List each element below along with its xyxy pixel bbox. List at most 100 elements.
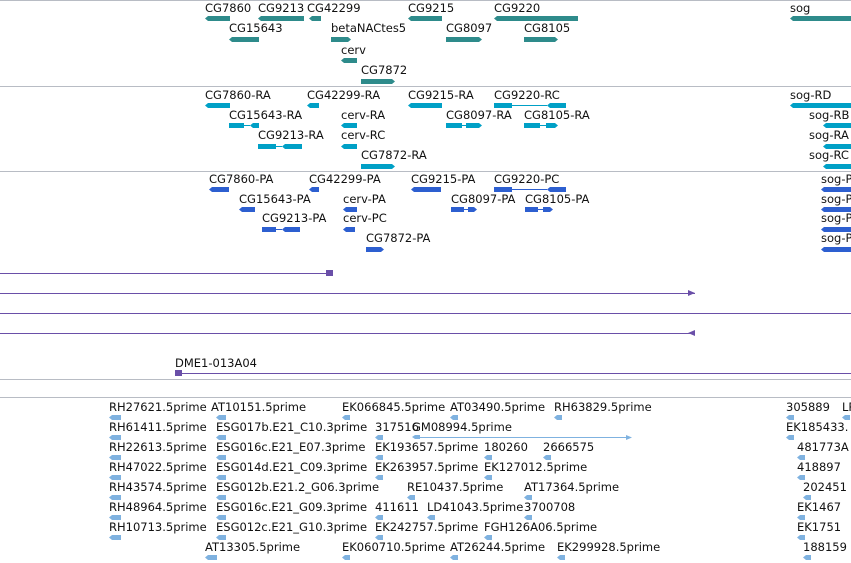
feature-label[interactable]: sog-PD [821, 172, 851, 186]
feature-bar[interactable] [375, 455, 383, 460]
clone-label[interactable]: DME1-013A04 [175, 356, 257, 370]
feature-label[interactable]: CG8097 [446, 21, 493, 35]
feature-bar[interactable] [821, 227, 851, 232]
est-label[interactable]: LD41043.5prime [427, 500, 524, 514]
feature-bar[interactable] [262, 227, 276, 232]
est-label[interactable]: LP [842, 400, 851, 414]
feature-label[interactable]: betaNACtes5 [331, 21, 407, 35]
feature-bar[interactable] [412, 435, 420, 439]
est-label[interactable]: EK1751 [797, 520, 842, 534]
feature-bar[interactable] [524, 515, 532, 520]
feature-label[interactable]: CG8105-RA [524, 108, 590, 122]
est-label[interactable]: FGH126A06.5prime [484, 520, 598, 534]
feature-bar[interactable] [205, 555, 217, 560]
feature-bar[interactable] [450, 555, 458, 560]
feature-bar[interactable] [343, 207, 357, 212]
feature-bar[interactable] [209, 187, 229, 192]
feature-bar[interactable] [216, 435, 226, 440]
est-label[interactable]: 317516 [375, 420, 419, 434]
feature-bar[interactable] [786, 415, 794, 420]
feature-bar[interactable] [361, 79, 395, 84]
feature-label[interactable]: sog-RC [809, 148, 849, 162]
est-label[interactable]: ESG012c.E21_G10.3prime [216, 520, 368, 534]
est-label[interactable]: 202451 [803, 480, 847, 494]
feature-label[interactable]: cerv-PC [343, 211, 387, 225]
feature-bar[interactable] [484, 475, 492, 480]
feature-bar[interactable] [823, 123, 851, 128]
feature-bar[interactable] [797, 455, 805, 460]
feature-bar[interactable] [803, 495, 811, 500]
feature-bar[interactable] [216, 455, 226, 460]
feature-label[interactable]: CG7860 [205, 1, 252, 15]
feature-bar[interactable] [494, 187, 512, 192]
est-label[interactable]: AT17364.5prime [524, 480, 620, 494]
feature-label[interactable]: CG9215 [408, 1, 455, 15]
feature-bar[interactable] [823, 164, 851, 169]
feature-label[interactable]: sog [790, 1, 811, 15]
feature-bar[interactable] [341, 58, 357, 63]
feature-bar[interactable] [250, 123, 259, 128]
feature-bar[interactable] [216, 535, 226, 540]
feature-bar[interactable] [407, 495, 415, 500]
feature-bar[interactable] [216, 495, 226, 500]
feature-bar[interactable] [842, 415, 850, 420]
est-label[interactable]: AT10151.5prime [211, 400, 307, 414]
feature-bar[interactable] [342, 555, 350, 560]
feature-bar[interactable] [341, 123, 357, 128]
feature-label[interactable]: sog-PB [821, 192, 851, 206]
feature-label[interactable]: CG9220 [494, 1, 541, 15]
feature-bar[interactable] [109, 475, 121, 480]
feature-bar[interactable] [547, 187, 566, 192]
est-label[interactable]: 411611 [375, 500, 419, 514]
clone-line[interactable] [175, 373, 851, 374]
feature-label[interactable]: CG7872-RA [361, 148, 427, 162]
feature-bar[interactable] [797, 515, 805, 520]
feature-bar[interactable] [342, 415, 350, 420]
feature-bar[interactable] [554, 415, 562, 420]
feature-label[interactable]: cerv-RA [341, 108, 386, 122]
feature-bar[interactable] [543, 455, 551, 460]
feature-label[interactable]: CG42299 [307, 1, 361, 15]
feature-bar[interactable] [375, 515, 383, 520]
feature-bar[interactable] [229, 37, 259, 42]
feature-bar[interactable] [790, 103, 851, 108]
feature-bar[interactable] [109, 415, 121, 420]
feature-label[interactable]: CG15643-RA [229, 108, 303, 122]
feature-label[interactable]: CG7872 [361, 63, 408, 77]
est-label[interactable]: ESG016c.E21_G09.3prime [216, 500, 368, 514]
est-label[interactable]: RH61411.5prime [109, 420, 207, 434]
est-label[interactable]: 418897 [797, 460, 841, 474]
feature-bar[interactable] [307, 103, 319, 108]
feature-label[interactable]: CG42299-RA [307, 88, 381, 102]
feature-bar[interactable] [282, 227, 300, 232]
est-label[interactable]: EK299928.5prime [557, 540, 661, 554]
feature-bar[interactable] [790, 16, 851, 21]
feature-bar[interactable] [375, 435, 383, 440]
feature-label[interactable]: sog-RB [809, 108, 850, 122]
est-label[interactable]: ESG012b.E21.2_G06.3prime [216, 480, 380, 494]
feature-bar[interactable] [216, 475, 226, 480]
feature-label[interactable]: CG9215-PA [411, 172, 476, 186]
feature-bar[interactable] [109, 435, 121, 440]
est-label[interactable]: RH48964.5prime [109, 500, 207, 514]
feature-bar[interactable] [205, 103, 230, 108]
feature-label[interactable]: sog-PC [821, 231, 851, 245]
feature-bar[interactable] [803, 555, 811, 560]
feature-bar[interactable] [821, 247, 851, 252]
est-label[interactable]: RH10713.5prime [109, 520, 207, 534]
feature-bar[interactable] [524, 37, 558, 42]
feature-bar[interactable] [494, 103, 512, 108]
feature-bar[interactable] [343, 227, 355, 232]
feature-bar[interactable] [216, 415, 226, 420]
est-label[interactable]: RH27621.5prime [109, 400, 207, 414]
feature-bar[interactable] [821, 207, 851, 212]
feature-bar[interactable] [239, 207, 255, 212]
est-label[interactable]: EK1467 [797, 500, 842, 514]
feature-bar[interactable] [109, 535, 121, 540]
est-label[interactable]: EK127012.5prime [484, 460, 588, 474]
feature-bar[interactable] [375, 535, 383, 540]
feature-bar[interactable] [557, 555, 565, 560]
feature-bar[interactable] [258, 144, 276, 149]
feature-label[interactable]: cerv [341, 43, 366, 57]
